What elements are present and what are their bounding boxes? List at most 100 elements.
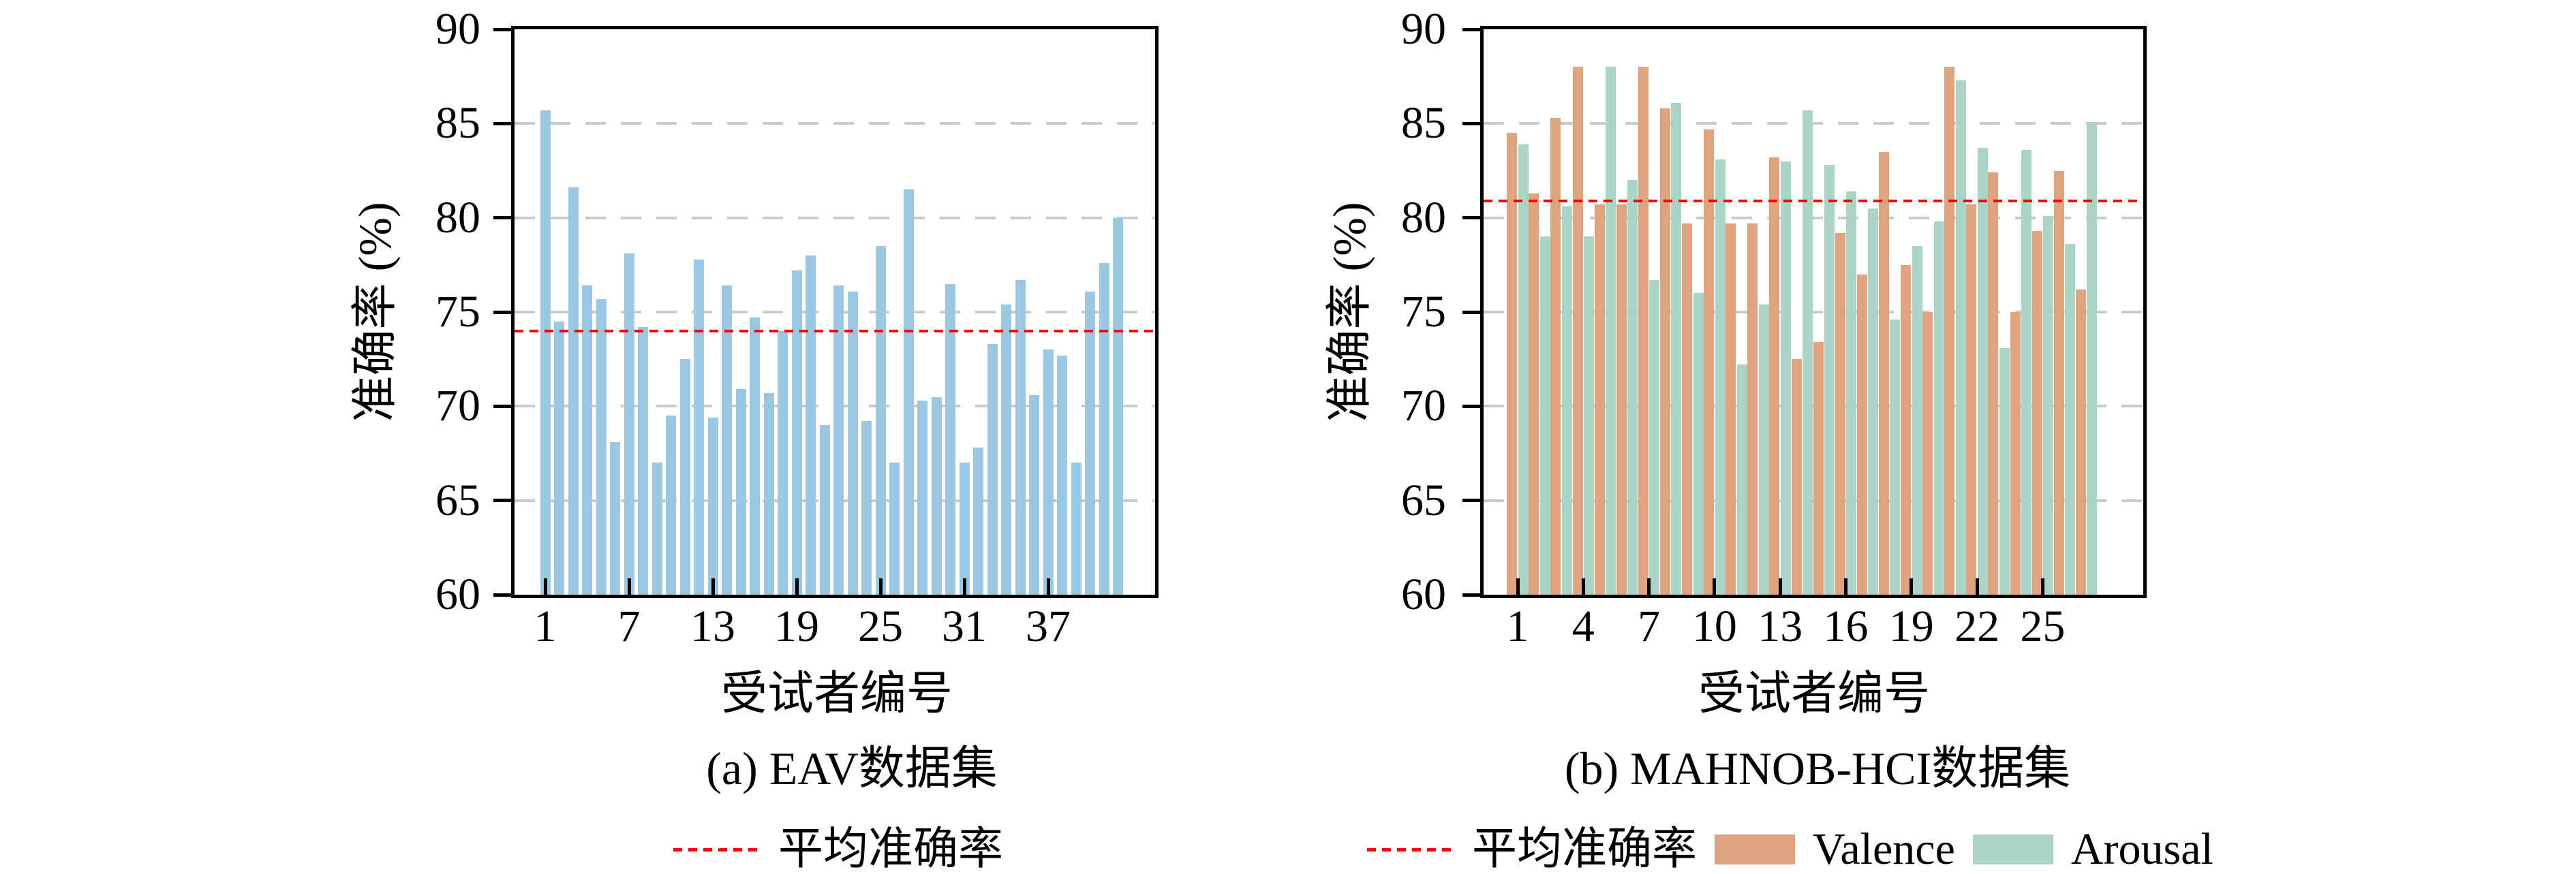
bar-arousal-24: [2021, 150, 2032, 595]
bar-arousal-21: [1955, 80, 1966, 595]
bar-valence-21: [1944, 67, 1955, 595]
bar-准确率-38: [1057, 355, 1067, 595]
mean-line-legend-label: 平均准确率: [778, 824, 1003, 874]
y-axis-tick: [493, 121, 511, 125]
x-axis-tick: [1581, 578, 1585, 595]
bar-arousal-4: [1584, 236, 1595, 595]
x-tick-label: 13: [1758, 602, 1803, 651]
bar-准确率-13: [707, 417, 718, 595]
bar-arousal-22: [1977, 148, 1988, 595]
bar-准确率-12: [694, 259, 704, 595]
bar-准确率-37: [1043, 349, 1054, 595]
x-tick-label: 7: [617, 602, 641, 651]
bar-准确率-18: [778, 330, 788, 595]
x-axis-tick: [795, 578, 799, 595]
plot-area-eav: [511, 26, 1159, 598]
y-tick-label: 60: [1401, 569, 1446, 619]
bar-arousal-5: [1606, 67, 1616, 595]
bar-准确率-34: [1001, 304, 1011, 595]
bar-准确率-11: [679, 359, 690, 595]
gridline: [1484, 216, 2143, 219]
x-tick-label: 7: [1638, 602, 1661, 651]
bar-准确率-2: [554, 321, 564, 595]
bar-准确率-3: [568, 187, 579, 595]
y-tick-label: 70: [1401, 381, 1446, 431]
bar-valence-20: [1922, 312, 1933, 595]
x-axis-label-eav: 受试者编号: [720, 668, 953, 719]
bar-准确率-16: [750, 317, 760, 595]
bar-arousal-27: [2087, 121, 2098, 595]
x-axis-tick: [878, 578, 883, 595]
bar-valence-7: [1638, 67, 1649, 595]
bar-arousal-8: [1671, 102, 1682, 595]
x-tick-label: 19: [774, 602, 819, 651]
bar-arousal-9: [1693, 293, 1704, 595]
x-axis-tick: [627, 578, 631, 595]
y-axis-tick: [1462, 121, 1480, 125]
valence-legend-swatch: [1715, 834, 1795, 864]
bar-准确率-7: [624, 253, 634, 595]
y-tick-label: 75: [435, 287, 480, 337]
bar-arousal-6: [1627, 180, 1638, 595]
gridline: [1484, 311, 2143, 313]
x-axis-tick: [1910, 578, 1914, 595]
plot-area-mahnob: [1480, 26, 2147, 598]
bar-准确率-22: [833, 285, 844, 595]
x-tick-label: 4: [1571, 602, 1595, 651]
bar-valence-23: [1988, 172, 1999, 595]
bar-arousal-14: [1803, 110, 1813, 595]
bar-valence-22: [1966, 204, 1977, 595]
bar-准确率-1: [540, 110, 551, 595]
bar-准确率-40: [1085, 291, 1095, 595]
bar-准确率-15: [735, 389, 746, 595]
y-axis-tick: [1462, 404, 1480, 408]
x-axis-tick: [1778, 578, 1782, 595]
bar-arousal-11: [1736, 364, 1747, 595]
gridline: [515, 216, 1155, 219]
y-axis-tick: [1462, 27, 1480, 31]
x-tick-label: 13: [690, 602, 735, 651]
y-tick-label: 70: [435, 381, 480, 431]
y-tick-label: 90: [1401, 4, 1446, 54]
x-tick-label: 25: [2020, 602, 2066, 651]
mean-line-legend-swatch: [1367, 847, 1454, 852]
x-axis-tick: [1844, 578, 1847, 595]
bar-准确率-21: [819, 425, 830, 595]
bar-arousal-18: [1890, 319, 1901, 595]
y-tick-label: 65: [1401, 475, 1446, 525]
bar-准确率-31: [959, 463, 970, 595]
bar-valence-8: [1659, 108, 1670, 595]
x-tick-label: 31: [942, 602, 987, 651]
bar-准确率-39: [1071, 463, 1082, 595]
y-axis-tick: [493, 27, 511, 31]
bar-arousal-25: [2043, 215, 2054, 595]
legend-eav: 平均准确率: [673, 826, 1003, 873]
x-axis-tick: [543, 578, 547, 595]
y-axis-tick: [493, 499, 511, 503]
bar-valence-13: [1769, 157, 1780, 595]
x-tick-label: 22: [1954, 602, 2000, 651]
x-tick-label: 10: [1691, 602, 1737, 651]
bar-arousal-3: [1561, 206, 1572, 595]
arousal-legend-swatch: [1972, 834, 2053, 864]
x-axis-tick: [1046, 578, 1050, 595]
bar-准确率-35: [1015, 279, 1026, 595]
bar-valence-9: [1682, 223, 1693, 595]
y-tick-label: 60: [435, 569, 480, 619]
bar-准确率-8: [638, 327, 648, 595]
y-tick-label: 90: [435, 4, 480, 54]
x-axis-tick: [962, 578, 966, 595]
y-tick-label: 85: [435, 98, 480, 149]
x-tick-label: 25: [858, 602, 903, 651]
bar-准确率-19: [791, 270, 802, 595]
bar-准确率-41: [1099, 263, 1109, 595]
y-axis-tick: [493, 404, 511, 408]
bar-准确率-6: [610, 441, 620, 595]
mean-line-legend-swatch: [673, 847, 761, 852]
bar-准确率-26: [889, 463, 900, 595]
bar-准确率-30: [945, 283, 955, 595]
y-axis-tick: [493, 593, 511, 597]
y-tick-label: 85: [1401, 98, 1446, 149]
bar-准确率-10: [666, 416, 676, 595]
